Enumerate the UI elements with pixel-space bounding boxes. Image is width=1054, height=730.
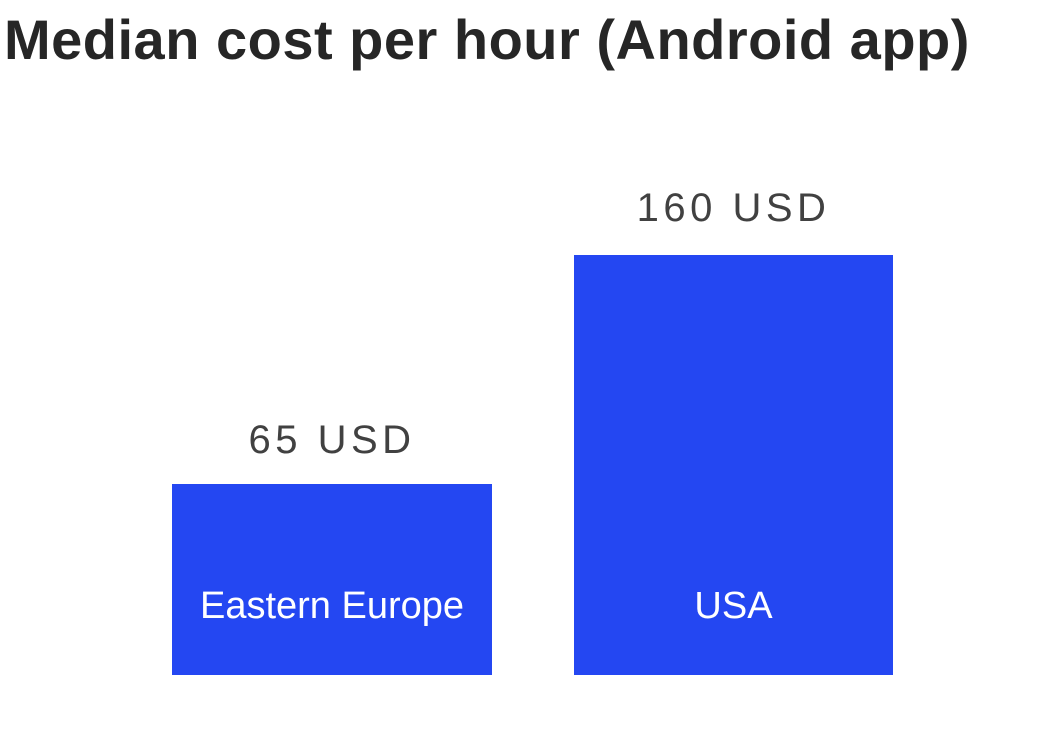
bar-eastern-europe: Eastern Europe [172,484,492,675]
value-label-usa: 160 USD [636,186,831,230]
bar-label-usa: USA [694,585,773,627]
value-label-eastern-europe: 65 USD [248,418,416,462]
bar-label-eastern-europe: Eastern Europe [199,585,465,627]
bar-usa: USA [574,255,893,675]
chart-title: Median cost per hour (Android app) [4,8,970,71]
